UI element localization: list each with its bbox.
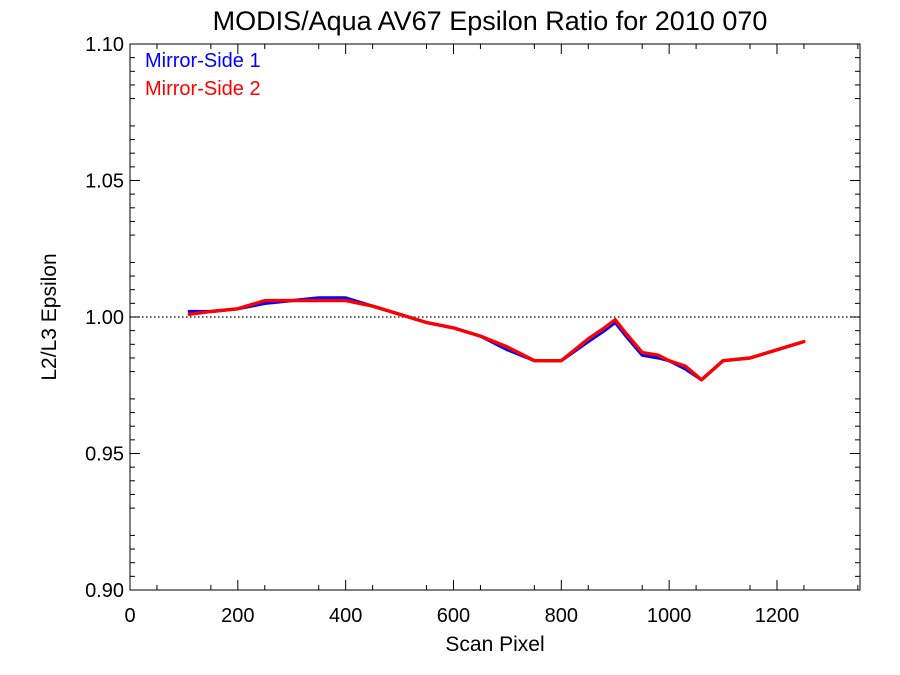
x-tick-label: 200 bbox=[221, 605, 254, 627]
y-tick-label: 1.10 bbox=[85, 34, 124, 56]
legend-entry-mirror-side-1: Mirror-Side 1 bbox=[145, 50, 261, 72]
x-tick-label: 800 bbox=[545, 605, 578, 627]
x-tick-label: 0 bbox=[124, 605, 135, 627]
y-tick-label: 0.90 bbox=[85, 580, 124, 602]
series-line-mirror-side-1 bbox=[187, 296, 806, 382]
series-line-mirror-side-2 bbox=[187, 298, 806, 382]
y-tick-label: 1.05 bbox=[85, 171, 124, 193]
legend-entry-mirror-side-2: Mirror-Side 2 bbox=[145, 78, 261, 100]
plot-content bbox=[130, 296, 860, 382]
x-tick-label: 400 bbox=[329, 605, 362, 627]
chart-title: MODIS/Aqua AV67 Epsilon Ratio for 2010 0… bbox=[213, 6, 768, 36]
legend: Mirror-Side 1 Mirror-Side 2 bbox=[145, 50, 261, 100]
x-tick-label: 1200 bbox=[755, 605, 800, 627]
x-axis-label: Scan Pixel bbox=[445, 633, 544, 656]
x-tick-label: 600 bbox=[437, 605, 470, 627]
y-tick-label: 1.00 bbox=[85, 307, 124, 329]
y-axis-label: L2/L3 Epsilon bbox=[38, 253, 61, 380]
x-axis-ticks: 0 200 400 600 800 1000 1200 bbox=[124, 44, 859, 627]
y-axis-ticks: 0.90 0.95 1.00 1.05 1.10 bbox=[85, 34, 860, 602]
x-tick-label: 1000 bbox=[647, 605, 692, 627]
y-tick-label: 0.95 bbox=[85, 444, 124, 466]
